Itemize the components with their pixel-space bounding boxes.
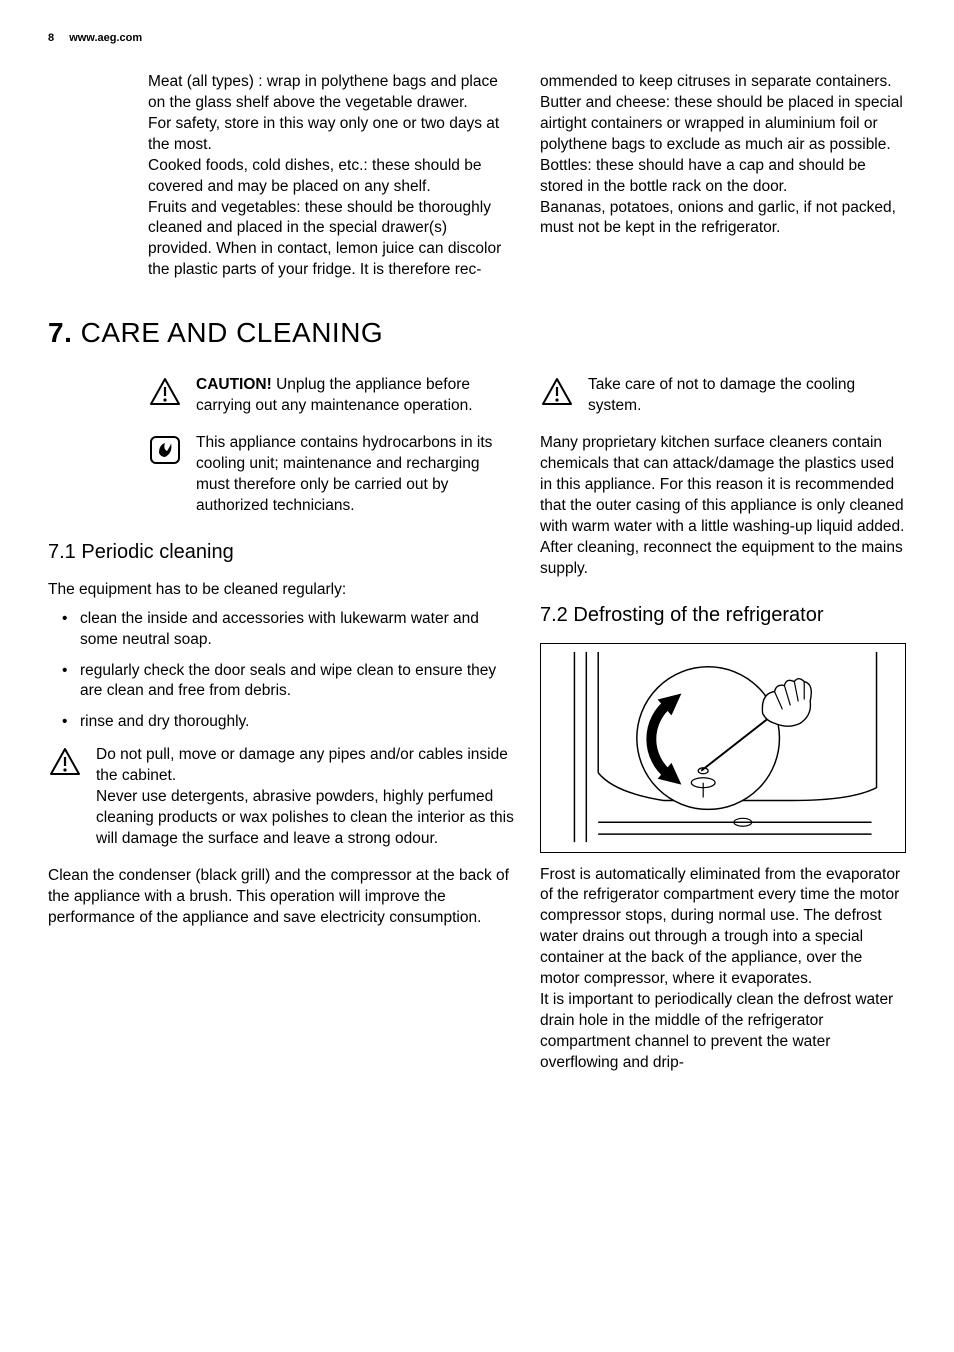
- section-body: CAUTION! Unplug the appliance before car…: [48, 367, 906, 1074]
- caution-title: CAUTION!: [196, 376, 272, 393]
- warning-notice: Do not pull, move or damage any pipes an…: [48, 745, 514, 850]
- warning-body: Never use detergents, abrasive powders, …: [96, 787, 514, 850]
- left-column: CAUTION! Unplug the appliance before car…: [148, 367, 514, 1074]
- subsection-title: Periodic cleaning: [81, 541, 233, 563]
- site-url: www.aeg.com: [69, 32, 142, 44]
- list-item: clean the inside and accessories with lu…: [60, 609, 514, 651]
- upper-text-block: Meat (all types) : wrap in polythene bag…: [48, 72, 906, 281]
- body-text: Bananas, potatoes, onions and garlic, if…: [540, 198, 906, 240]
- upper-right-col: ommended to keep citruses in separate co…: [540, 72, 906, 281]
- body-text: Many proprietary kitchen surface cleaner…: [540, 433, 906, 538]
- section-title-text: CARE AND CLEANING: [81, 317, 384, 348]
- subsection-number: 7.2: [540, 604, 568, 626]
- section-number: 7.: [48, 317, 72, 348]
- defrost-diagram: [540, 643, 906, 853]
- page-number: 8: [48, 32, 54, 44]
- subsection-number: 7.1: [48, 541, 76, 563]
- subsection-heading: 7.1 Periodic cleaning: [48, 539, 514, 566]
- warning-body: Take care of not to damage the cooling s…: [588, 375, 906, 417]
- body-text: ommended to keep citruses in separate co…: [540, 72, 906, 93]
- bullet-list: clean the inside and accessories with lu…: [60, 609, 514, 734]
- caution-icon: [540, 375, 574, 417]
- eco-body: This appliance contains hydrocarbons in …: [196, 433, 514, 517]
- upper-left-col: Meat (all types) : wrap in polythene bag…: [148, 72, 514, 281]
- list-item: regularly check the door seals and wipe …: [60, 661, 514, 703]
- warning-notice: Take care of not to damage the cooling s…: [540, 375, 906, 417]
- page-header: 8 www.aeg.com: [48, 32, 906, 44]
- caution-icon: [148, 375, 182, 417]
- eco-icon: [148, 433, 182, 517]
- body-text: After cleaning, reconnect the equipment …: [540, 538, 906, 580]
- subsection-heading: 7.2 Defrosting of the refrigerator: [540, 602, 906, 629]
- body-text: Fruits and vegetables: these should be t…: [148, 198, 514, 282]
- body-text: Meat (all types) : wrap in polythene bag…: [148, 72, 514, 114]
- section-heading: 7. CARE AND CLEANING: [48, 317, 906, 349]
- body-text: Butter and cheese: these should be place…: [540, 93, 906, 156]
- body-text: Bottles: these should have a cap and sho…: [540, 156, 906, 198]
- list-item: rinse and dry thoroughly.: [60, 712, 514, 733]
- warning-body: Do not pull, move or damage any pipes an…: [96, 745, 514, 787]
- subsection-title: Defrosting of the refrigerator: [573, 604, 823, 626]
- caution-icon: [48, 745, 82, 850]
- body-text: Cooked foods, cold dishes, etc.: these s…: [148, 156, 514, 198]
- body-text: It is important to periodically clean th…: [540, 990, 906, 1074]
- eco-notice: This appliance contains hydrocarbons in …: [148, 433, 514, 517]
- body-text: For safety, store in this way only one o…: [148, 114, 514, 156]
- right-column: Take care of not to damage the cooling s…: [540, 367, 906, 1074]
- caution-notice: CAUTION! Unplug the appliance before car…: [148, 375, 514, 417]
- body-text: Frost is automatically eliminated from t…: [540, 865, 906, 991]
- body-text: Clean the condenser (black grill) and th…: [48, 866, 514, 929]
- body-text: The equipment has to be cleaned regularl…: [48, 580, 514, 601]
